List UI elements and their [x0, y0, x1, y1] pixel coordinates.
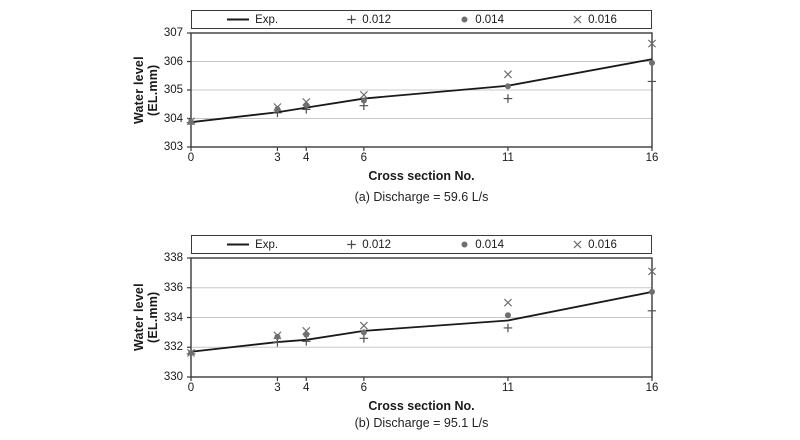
x-tick-label: 0	[187, 382, 195, 394]
x-marker	[186, 117, 196, 126]
dot-marker	[274, 333, 281, 340]
y-tick-label: 330	[163, 371, 183, 383]
x-marker	[573, 240, 582, 249]
legend: Exp. 0.012 0.014 0.016	[191, 10, 652, 29]
dot-marker	[504, 312, 511, 319]
dot-marker	[360, 97, 367, 104]
legend-label: 0.014	[475, 238, 504, 251]
exp-line-series	[190, 58, 653, 124]
x-tick-label: 4	[303, 382, 310, 394]
legend-item: 0.016	[572, 239, 617, 251]
x-tick-label: 4	[303, 152, 310, 164]
legend-item: Exp.	[226, 239, 278, 251]
dot-marker	[461, 16, 468, 23]
x-tick-label: 6	[360, 152, 368, 164]
x-marker	[273, 331, 282, 340]
dot-marker	[188, 119, 194, 126]
legend-label: Exp.	[255, 13, 279, 26]
legend-label: 0.016	[588, 238, 617, 251]
dot-marker	[360, 329, 367, 336]
legend-item: 0.016	[572, 14, 617, 26]
dot-marker	[649, 59, 655, 66]
x-legend-marker-icon	[573, 15, 582, 24]
x-marker	[503, 298, 512, 307]
plus-marker	[647, 306, 656, 316]
dot-marker	[504, 83, 511, 90]
x-tick-label: 3	[274, 152, 281, 164]
x-marker	[302, 326, 311, 335]
y-tick-label: 336	[163, 281, 183, 294]
legend-item: 0.012	[346, 239, 391, 251]
y-tick-label: 332	[163, 341, 183, 354]
legend-label: 0.012	[362, 13, 392, 26]
y-tick-label: 338	[163, 252, 183, 264]
x-marker	[647, 39, 656, 48]
legend-item: Exp.	[226, 14, 278, 26]
exp-line-series	[190, 291, 653, 353]
x-marker	[573, 15, 582, 24]
plus-marker	[359, 334, 369, 343]
dot-marker	[274, 106, 281, 113]
y-tick-label: 334	[163, 311, 183, 324]
x-marker	[273, 103, 282, 112]
legend-label: 0.012	[362, 238, 392, 251]
legend-item: 0.014	[459, 14, 504, 26]
plus-legend-marker-icon	[347, 15, 357, 24]
y-tick-label: 306	[163, 55, 183, 68]
legend-label: 0.014	[475, 13, 504, 26]
x-marker	[647, 267, 656, 276]
dot-legend-marker-icon	[461, 16, 468, 23]
plus-marker	[503, 323, 513, 333]
x-axis-title: Cross section No.	[368, 169, 475, 183]
dot-legend-marker-icon	[461, 241, 468, 248]
x-tick-label: 16	[645, 382, 659, 394]
plus-marker	[503, 94, 513, 103]
plus-marker	[347, 15, 357, 24]
x-marker	[359, 90, 368, 99]
x-marker	[503, 70, 512, 79]
dot-marker	[649, 288, 655, 295]
x-tick-label: 16	[645, 152, 659, 164]
legend-label: 0.016	[588, 13, 617, 26]
chart-caption: (a) Discharge = 59.6 L/s	[354, 190, 489, 204]
plus-legend-marker-icon	[347, 240, 357, 249]
x-tick-label: 0	[187, 152, 195, 164]
legend-item: 0.014	[459, 239, 504, 251]
line-legend-marker-icon	[227, 18, 250, 21]
x-tick-label: 11	[501, 382, 514, 394]
chart-caption: (b) Discharge = 95.1 L/s	[354, 416, 489, 430]
line-legend-marker-icon	[227, 243, 250, 246]
legend-label: Exp.	[255, 238, 279, 251]
x-legend-marker-icon	[573, 240, 582, 249]
x-tick-label: 6	[360, 382, 368, 394]
y-tick-label: 307	[163, 27, 183, 39]
x-marker	[359, 321, 368, 330]
dot-marker	[461, 241, 468, 248]
y-tick-label: 305	[163, 84, 183, 96]
plot-area	[186, 257, 656, 381]
y-tick-label: 303	[163, 141, 183, 153]
plot-area	[186, 32, 656, 151]
plus-marker	[647, 77, 656, 86]
x-marker	[186, 348, 196, 357]
plus-marker	[301, 337, 311, 346]
plus-marker	[347, 240, 357, 249]
x-marker	[302, 97, 311, 106]
x-tick-label: 11	[501, 152, 514, 164]
legend: Exp. 0.012 0.014 0.016	[191, 235, 652, 254]
x-axis-title: Cross section No.	[368, 399, 475, 413]
y-tick-label: 304	[163, 112, 183, 125]
legend-item: 0.012	[346, 14, 391, 26]
x-tick-label: 3	[274, 382, 281, 394]
